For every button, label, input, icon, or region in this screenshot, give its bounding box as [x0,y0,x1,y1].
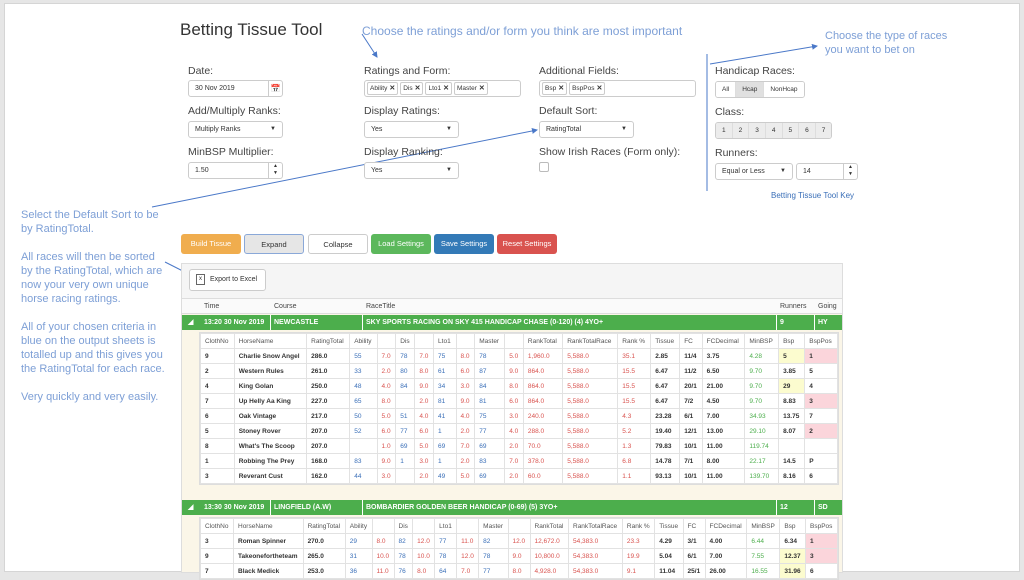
collapse-button[interactable]: Collapse [308,234,368,254]
side-annotations: Select the Default Sort to be by RatingTo… [21,209,165,403]
grid-toolbar: x Export to Excel [182,264,842,299]
tag-dis[interactable]: Dis ✕ [400,82,424,95]
additional-label: Additional Fields: [539,65,619,77]
display-ranking-select[interactable]: Yes ▼ [364,162,459,179]
tag-ability[interactable]: Ability ✕ [367,82,399,95]
collapse-icon: ◢ [188,319,194,326]
table-row: 9 Charlie Snow Angel 286.0 55 7.0 78 7.0 75 8.0 7… [200,348,838,364]
caret-down-icon: ▼ [780,168,786,174]
caret-down-icon: ▼ [446,126,452,132]
excel-icon: x [196,274,205,285]
class-7[interactable]: 7 [815,123,832,138]
col-racetitle: RaceTitle [366,303,396,310]
grid-header: Time Course RaceTitle Runners Going [182,299,842,314]
handicap-label: Handicap Races: [715,65,795,77]
races-annotation: Choose the type of races you want to bet… [825,30,948,56]
calendar-icon[interactable]: 📅 [268,81,282,96]
addmult-select[interactable]: Multiply Ranks ▼ [188,121,283,138]
remove-icon: ✕ [414,85,421,92]
table-row: 5 Stoney Rover 207.0 52 6.0 77 6.0 1 2.0 77 4.0 288… [200,423,838,439]
additional-multiselect[interactable]: Bsp ✕ BspPos ✕ [539,80,696,97]
irish-checkbox[interactable] [539,162,549,172]
table-row: 4 King Golan 250.0 48 4.0 84 9.0 34 3.0 84 8.0 864.… [200,378,838,394]
page: Betting Tissue Tool Choose the ratings a… [4,3,1020,580]
col-course: Course [274,303,297,310]
ratings-multiselect[interactable]: Ability ✕ Dis ✕ Lto1 ✕ Master ✕ [364,80,521,97]
table-row: 8 What's The Scoop 207.0 1.0 69 5.0 69 7.0 69 2.0… [200,438,838,454]
date-label: Date: [188,65,214,77]
collapse-icon: ◢ [188,504,194,511]
display-ranking-label: Display Ranking: [364,146,443,158]
default-sort-select[interactable]: RatingTotal ▼ [539,121,634,138]
class-6[interactable]: 6 [799,123,816,138]
spinner-icon: ▲ ▼ [843,164,857,179]
runners-label: Runners: [715,147,758,159]
race-group-row[interactable]: ◢ 13:30 30 Nov 2019 LINGFIELD (A.W) BOMBARD… [182,500,842,515]
remove-icon: ✕ [478,85,485,92]
results-grid: x Export to Excel Time Course RaceTitle R… [181,263,843,580]
remove-icon: ✕ [596,85,603,92]
tag-bsp[interactable]: Bsp ✕ [542,82,568,95]
display-ratings-label: Display Ratings: [364,105,440,117]
table-row: 2 Western Rules 261.0 33 2.0 80 8.0 61 6.0 87 9.0 8… [200,363,838,379]
table-row: 3 Reverant Cust 162.0 44 3.0 2.0 49 5.0 69 2.0 60.… [200,468,838,484]
class-4[interactable]: 4 [765,123,783,138]
reset-settings-button[interactable]: Reset Settings [497,234,557,254]
table-row: 7 Up Helly Aa King 227.0 65 8.0 2.0 81 9.0 81 6.0… [200,393,838,409]
remove-icon: ✕ [443,85,450,92]
ratings-label: Ratings and Form: [364,65,451,77]
table-row: 1 Robbing The Prey 168.0 83 9.0 1 3.0 1 2.0 83 7.0… [200,453,838,469]
spinner-icon: ▲ ▼ [268,163,282,178]
table-row: 7 Black Medick 253.0 36 11.0 76 8.0 64 7.0 77 8.0 4… [200,563,838,579]
minbsp-label: MinBSP Multiplier: [188,146,274,158]
runners-op-select[interactable]: Equal or Less ▼ [715,163,793,180]
remove-icon: ✕ [389,85,396,92]
race-runners-table: ClothNo HorseName RatingTotal Ability Dis Lto… [199,332,839,485]
class-1[interactable]: 1 [716,123,733,138]
tag-lto1[interactable]: Lto1 ✕ [425,82,453,95]
class-label: Class: [715,106,745,118]
display-ratings-select[interactable]: Yes ▼ [364,121,459,138]
page-title: Betting Tissue Tool [180,20,323,39]
addmult-label: Add/Multiply Ranks: [188,105,281,117]
race-group-row[interactable]: ◢ 13:20 30 Nov 2019 NEWCASTLE SKY SPORTS RA… [182,315,842,330]
handicap-nonhcap[interactable]: NonHcap [764,82,804,97]
default-sort-label: Default Sort: [539,105,598,117]
build-tissue-button[interactable]: Build Tissue [181,234,241,254]
key-link[interactable]: Betting Tissue Tool Key [771,191,855,200]
handicap-toggle[interactable]: All Hcap NonHcap [715,81,805,98]
class-5[interactable]: 5 [782,123,800,138]
class-2[interactable]: 2 [732,123,750,138]
minbsp-stepper[interactable]: 1.50 ▲ ▼ [188,162,283,179]
remove-icon: ✕ [558,85,565,92]
irish-label: Show Irish Races (Form only): [539,146,681,158]
save-settings-button[interactable]: Save Settings [434,234,494,254]
class-3[interactable]: 3 [749,123,766,138]
table-row: 9 Takeonefortheteam 265.0 31 10.0 78 10.0 78 12.… [200,548,838,564]
table-row: 3 Roman Spinner 270.0 29 8.0 82 12.0 77 11.0 82 12… [200,533,838,549]
col-going: Going [818,303,837,310]
caret-down-icon: ▼ [621,126,627,132]
caret-down-icon: ▼ [270,126,276,132]
date-input[interactable]: 30 Nov 2019 📅 [188,80,283,97]
table-row: 6 Oak Vintage 217.0 50 5.0 51 4.0 41 4.0 75 3.0 240… [200,408,838,424]
col-time: Time [204,303,220,310]
handicap-hcap[interactable]: Hcap [736,82,765,97]
col-runners: Runners [780,303,807,310]
ratings-annotation: Choose the ratings and/or form you think… [362,24,683,38]
expand-button[interactable]: Expand [244,234,304,254]
tag-bsppos[interactable]: BspPos ✕ [569,82,606,95]
race-runners-table: ClothNo HorseName RatingTotal Ability Dis Lto… [199,517,839,580]
export-excel-button[interactable]: x Export to Excel [189,269,266,291]
runners-stepper[interactable]: 14 ▲ ▼ [796,163,858,180]
handicap-all[interactable]: All [716,82,737,97]
caret-down-icon: ▼ [446,167,452,173]
load-settings-button[interactable]: Load Settings [371,234,431,254]
tag-master[interactable]: Master ✕ [454,82,488,95]
